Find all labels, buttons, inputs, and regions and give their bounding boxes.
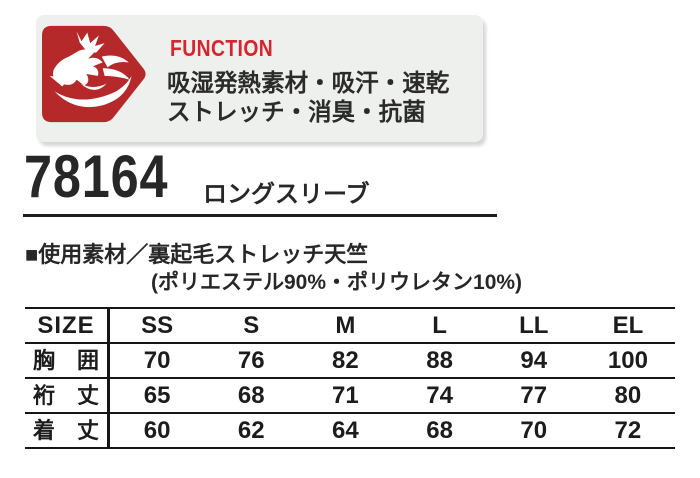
size-table-value: 70: [486, 412, 581, 447]
size-table-row-label: 胸 囲: [25, 342, 110, 377]
size-table-header-cell: S: [204, 307, 299, 342]
size-table-row-label: 裄 丈: [25, 377, 110, 412]
product-number: 78164: [24, 143, 169, 210]
dragon-icon: [42, 25, 146, 123]
size-table-value: 68: [392, 412, 487, 447]
size-table-value: 74: [392, 377, 487, 412]
size-table-header-cell: EL: [580, 307, 675, 342]
size-table-value: 60: [110, 412, 205, 447]
size-table-value: 68: [204, 377, 299, 412]
size-table-value: 64: [298, 412, 393, 447]
title-underline: [23, 214, 497, 217]
size-table: SIZE SS S M L LL EL 胸 囲 70 76 82 88 94 100 裄 丈 65 68 71 74…: [25, 307, 675, 449]
function-panel: FUNCTION 吸湿発熱素材・吸汗・速乾 ストレッチ・消臭・抗菌: [36, 15, 483, 142]
size-table-row-label: 着 丈: [25, 412, 110, 447]
size-table-value: 82: [298, 342, 393, 377]
feature-text-line2: ストレッチ・消臭・抗菌: [167, 99, 426, 126]
material-line2: (ポリエステル90%・ポリウレタン10%): [151, 271, 523, 294]
dragon-badge: [42, 25, 148, 123]
size-table-value: 76: [204, 342, 299, 377]
size-table-value: 71: [298, 377, 393, 412]
size-table-value: 70: [110, 342, 205, 377]
function-title: FUNCTION: [170, 35, 274, 61]
size-table-value: 80: [580, 377, 675, 412]
size-table-value: 88: [392, 342, 487, 377]
product-name: ロングスリーブ: [203, 181, 370, 208]
size-table-header-cell: L: [392, 307, 487, 342]
size-table-value: 65: [110, 377, 205, 412]
size-table-header-cell: SS: [110, 307, 205, 342]
feature-text-line1: 吸湿発熱素材・吸汗・速乾: [167, 70, 450, 97]
material-line1: ■使用素材／裏起毛ストレッチ天竺: [25, 242, 369, 267]
size-table-value: 77: [486, 377, 581, 412]
size-table-value: 62: [204, 412, 299, 447]
size-table-value: 94: [486, 342, 581, 377]
size-table-header-cell: LL: [486, 307, 581, 342]
size-table-value: 100: [580, 342, 675, 377]
size-table-value: 72: [580, 412, 675, 447]
size-table-header-cell: M: [298, 307, 393, 342]
size-table-header-size: SIZE: [25, 307, 110, 342]
